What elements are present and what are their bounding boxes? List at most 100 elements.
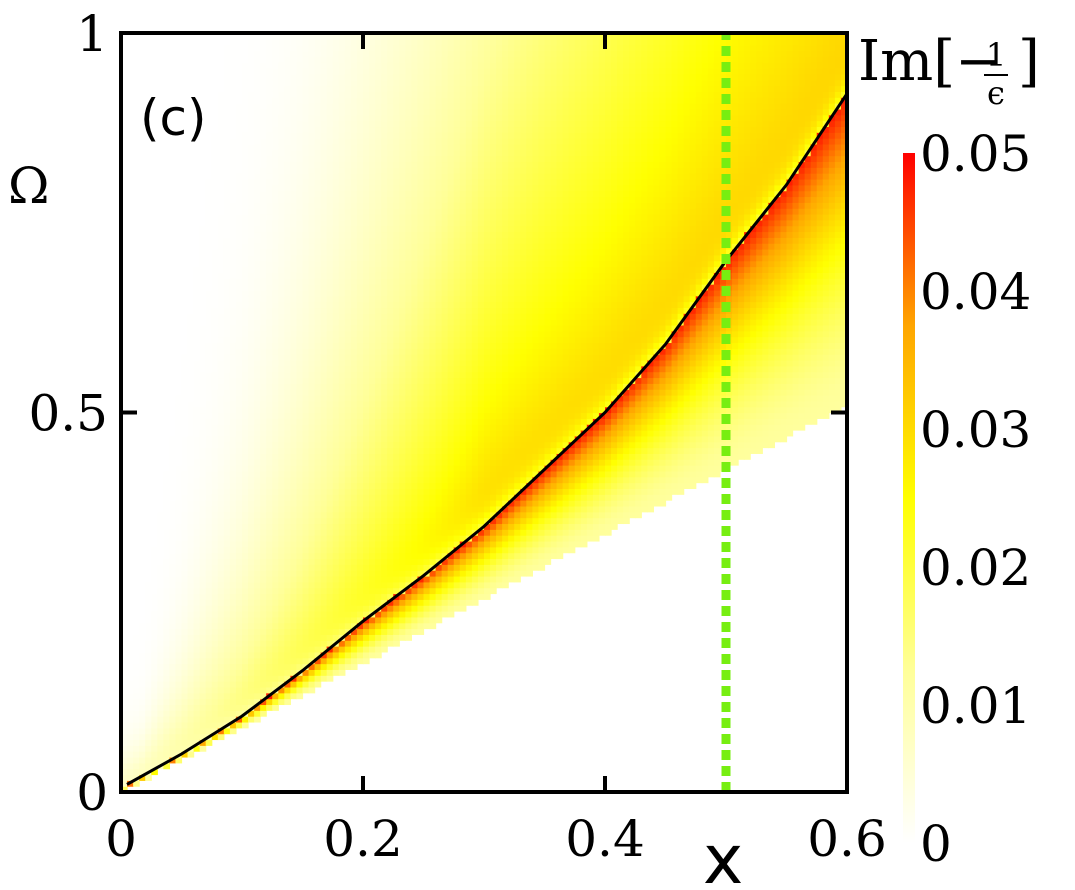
heatmap-cell [181,453,189,460]
heatmap-cell [229,704,237,711]
heatmap-cell [181,546,189,554]
heatmap-cell [223,447,231,454]
heatmap-cell [145,307,152,314]
heatmap-cell [199,494,207,501]
heatmap-cell [260,581,267,589]
heatmap-cell [175,675,183,682]
heatmap-cell [320,348,328,355]
heatmap-cell [205,430,213,437]
heatmap-cell [284,266,291,273]
heatmap-cell [266,365,273,373]
heatmap-cell [326,435,334,443]
heatmap-cell [272,225,279,233]
heatmap-cell [127,289,134,297]
heatmap-cell [254,44,261,52]
heatmap-cell [157,727,164,735]
heatmap-cell [229,208,237,215]
heatmap-cell [193,622,201,630]
heatmap-cell [314,161,322,168]
heatmap-cell [151,167,158,174]
heatmap-cell [260,266,267,273]
heatmap-cell [344,400,352,408]
heatmap-cell [350,184,358,192]
heatmap-cell [139,646,146,653]
heatmap-cell [266,418,273,425]
heatmap-cell [356,50,364,57]
heatmap-cell [308,540,316,548]
heatmap-cell [121,359,128,367]
heatmap-cell [199,173,207,180]
heatmap-cell [163,272,170,279]
heatmap-cell [169,640,177,647]
heatmap-cell [163,634,170,641]
heatmap-cell [205,126,213,133]
heatmap-cell [157,138,164,145]
heatmap-cell [320,266,328,273]
heatmap-cell [278,85,285,92]
heatmap-cell [290,488,298,495]
heatmap-cell [320,237,328,244]
heatmap-cell [223,704,231,711]
heatmap-cell [223,371,231,379]
heatmap-cell [223,383,231,390]
heatmap-cell [320,103,328,110]
heatmap-cell [163,441,170,449]
heatmap-cell [260,406,267,414]
heatmap-cell [260,669,267,676]
heatmap-cell [217,535,225,542]
heatmap-cell [326,254,334,262]
heatmap-cell [326,575,334,583]
heatmap-cell [151,511,158,519]
heatmap-cell [290,412,298,419]
heatmap-cell [260,249,267,256]
heatmap-cell [302,143,310,151]
heatmap-cell [229,103,237,110]
heatmap-cell [223,184,231,192]
heatmap-cell [181,675,189,682]
heatmap-cell [278,359,285,367]
heatmap-cell [127,97,134,104]
heatmap-cell [169,453,177,460]
heatmap-cell [127,552,134,560]
heatmap-cell [133,622,140,630]
heatmap-cell [139,540,146,548]
heatmap-cell [139,260,146,268]
heatmap-cell [332,371,340,379]
heatmap-cell [242,354,249,361]
heatmap-cell [260,85,267,92]
heatmap-cell [332,254,340,262]
heatmap-cell [320,97,328,104]
heatmap-cell [187,500,195,507]
heatmap-cell [163,622,170,630]
heatmap-cell [229,319,237,326]
heatmap-cell [163,465,170,472]
heatmap-cell [272,599,279,606]
heatmap-cell [308,593,316,600]
heatmap-cell [320,406,328,414]
heatmap-cell [296,103,304,110]
heatmap-cell [151,149,158,157]
heatmap-cell [235,470,243,478]
heatmap-cell [175,465,183,472]
heatmap-cell [229,213,237,221]
heatmap-cell [356,260,364,268]
heatmap-cell [163,371,170,379]
heatmap-cell [266,494,273,501]
heatmap-cell [193,669,201,676]
heatmap-cell [175,289,183,297]
heatmap-cell [127,389,134,396]
heatmap-cell [302,675,310,682]
heatmap-cell [133,155,140,163]
heatmap-cell [133,365,140,373]
heatmap-cell [314,535,322,542]
heatmap-cell [369,237,376,244]
heatmap-cell [350,435,358,443]
heatmap-cell [344,161,352,168]
heatmap-cell [266,605,273,612]
heatmap-cell [139,435,146,443]
heatmap-cell [181,50,189,57]
heatmap-cell [254,634,261,641]
heatmap-cell [151,173,158,180]
heatmap-cell [320,523,328,530]
heatmap-cell [278,441,285,449]
